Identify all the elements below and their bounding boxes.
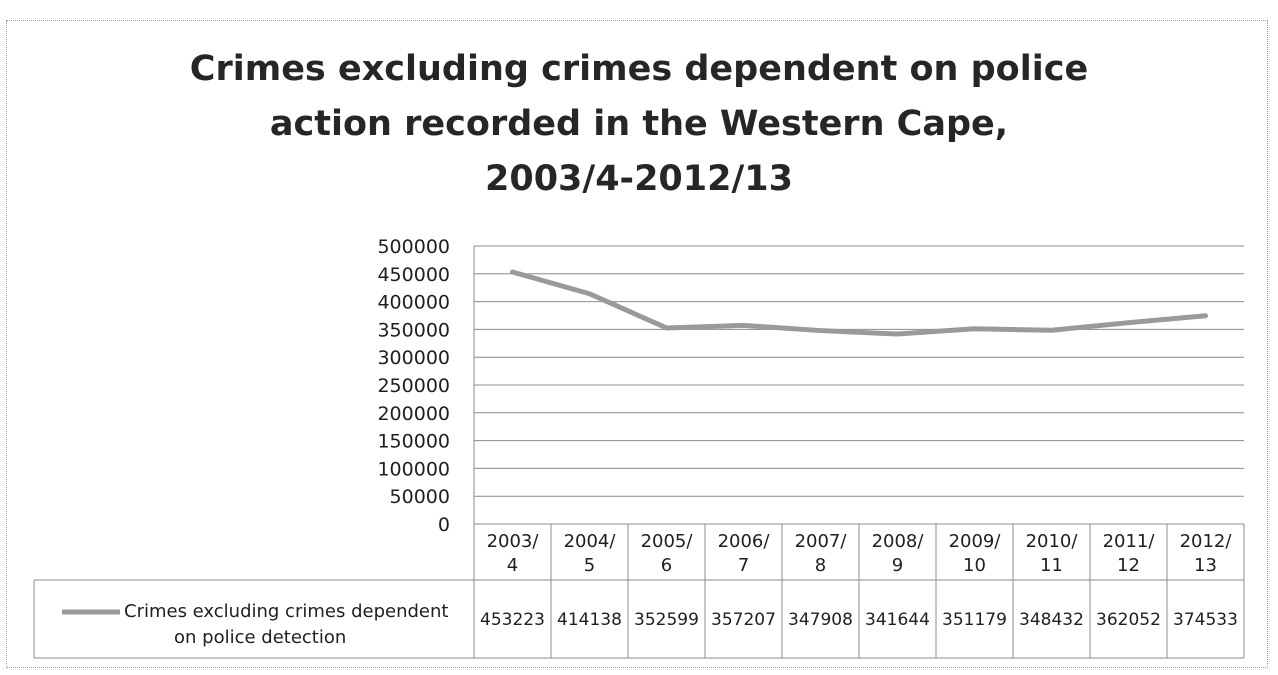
y-tick-label-100000: 100000 bbox=[377, 458, 450, 480]
y-tick-label-50000: 50000 bbox=[390, 486, 450, 508]
data-label-2009/10: 351179 bbox=[942, 610, 1007, 630]
chart-title-line-2: action recorded in the Western Cape, bbox=[269, 104, 1009, 144]
gridlines bbox=[473, 245, 1244, 525]
x-tick-label-2004/5: 2004/5 bbox=[564, 531, 617, 576]
chart-title: Crimes excluding crimes dependent on pol… bbox=[0, 42, 1278, 207]
x-tick-label-2010/11: 2010/11 bbox=[1026, 531, 1079, 576]
y-tick-label-400000: 400000 bbox=[377, 292, 450, 314]
data-label-2010/11: 348432 bbox=[1019, 610, 1084, 630]
legend-label: Crimes excluding crimes dependent on poli… bbox=[124, 601, 448, 648]
x-tick-label-2007/8: 2007/8 bbox=[795, 531, 848, 576]
data-table: 2003/4 2004/5 2005/6 2006/7 2007/8 2008/9 2009… bbox=[33, 523, 1245, 659]
y-tick-label-300000: 300000 bbox=[377, 347, 450, 369]
data-label-2007/8: 347908 bbox=[788, 610, 853, 630]
chart-title-line-3: 2003/4-2012/13 bbox=[485, 159, 793, 199]
x-tick-label-2009/10: 2009/10 bbox=[949, 531, 1002, 576]
x-tick-label-2008/9: 2008/9 bbox=[872, 531, 925, 576]
x-tick-label-2003/4: 2003/4 bbox=[487, 531, 540, 576]
x-tick-label-2011/12: 2011/12 bbox=[1103, 531, 1156, 576]
y-tick-label-250000: 250000 bbox=[377, 375, 450, 397]
chart-title-line-1: Crimes excluding crimes dependent on pol… bbox=[189, 49, 1089, 89]
series-lines bbox=[510, 269, 1208, 337]
y-tick-label-450000: 450000 bbox=[377, 264, 450, 286]
data-label-2003/4: 453223 bbox=[480, 610, 545, 630]
y-tick-label-0: 0 bbox=[438, 514, 450, 536]
x-tick-label-2005/6: 2005/6 bbox=[641, 531, 694, 576]
data-label-2004/5: 414138 bbox=[557, 610, 622, 630]
y-tick-label-350000: 350000 bbox=[377, 319, 450, 341]
y-tick-label-150000: 150000 bbox=[377, 431, 450, 453]
series-line-0 bbox=[510, 269, 1208, 337]
chart-frame bbox=[6, 20, 1268, 668]
data-label-2011/12: 362052 bbox=[1096, 610, 1161, 630]
y-axis-tick-labels: 0 50000 100000 150000 200000 250000 300000 3500… bbox=[377, 236, 450, 536]
data-label-2005/6: 352599 bbox=[634, 610, 699, 630]
data-label-2006/7: 357207 bbox=[711, 610, 776, 630]
x-tick-label-2012/13: 2012/13 bbox=[1180, 531, 1233, 576]
data-label-2012/13: 374533 bbox=[1173, 610, 1238, 630]
x-tick-label-2006/7: 2006/7 bbox=[718, 531, 771, 576]
data-label-2008/9: 341644 bbox=[865, 610, 930, 630]
y-tick-label-200000: 200000 bbox=[377, 403, 450, 425]
y-tick-label-500000: 500000 bbox=[377, 236, 450, 258]
